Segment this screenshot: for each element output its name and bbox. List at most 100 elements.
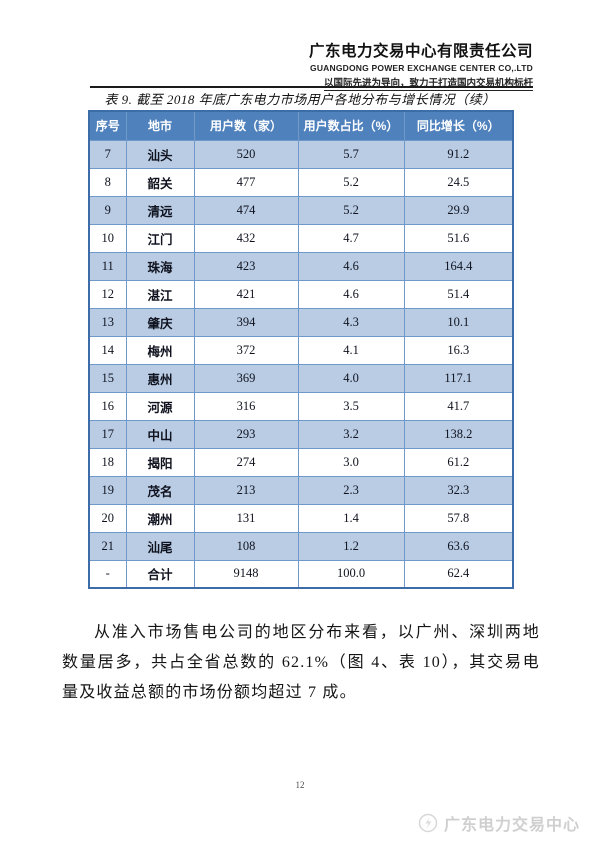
users-cell: 316 bbox=[193, 391, 299, 421]
city-cell: 茂名 bbox=[125, 475, 195, 505]
user-distribution-table: 序号 地市 用户数（家） 用户数占比（%） 同比增长（%） 7 汕头 520 5… bbox=[88, 110, 514, 589]
seq-cell: 17 bbox=[88, 419, 127, 449]
seq-cell: 9 bbox=[88, 195, 127, 225]
growth-cell: 63.6 bbox=[403, 531, 514, 561]
seq-cell: 12 bbox=[88, 279, 127, 309]
growth-cell: 51.6 bbox=[403, 223, 514, 253]
col-header-users: 用户数（家） bbox=[193, 110, 299, 141]
seq-cell: 15 bbox=[88, 363, 127, 393]
city-cell: 惠州 bbox=[125, 363, 195, 393]
seq-cell: 10 bbox=[88, 223, 127, 253]
city-cell: 中山 bbox=[125, 419, 195, 449]
share-cell: 4.6 bbox=[297, 279, 405, 309]
share-cell: 4.3 bbox=[297, 307, 405, 337]
growth-cell: 91.2 bbox=[403, 139, 514, 169]
table-header-row: 序号 地市 用户数（家） 用户数占比（%） 同比增长（%） bbox=[88, 110, 514, 141]
city-cell: 江门 bbox=[125, 223, 195, 253]
share-cell: 3.0 bbox=[297, 447, 405, 477]
table-row: 14 梅州 372 4.1 16.3 bbox=[88, 335, 514, 365]
city-cell: 肇庆 bbox=[125, 307, 195, 337]
col-header-seq: 序号 bbox=[88, 110, 127, 141]
users-cell: 213 bbox=[193, 475, 299, 505]
users-cell: 394 bbox=[193, 307, 299, 337]
share-cell: 5.2 bbox=[297, 167, 405, 197]
users-cell: 274 bbox=[193, 447, 299, 477]
city-cell: 珠海 bbox=[125, 251, 195, 281]
users-cell: 423 bbox=[193, 251, 299, 281]
users-cell: 9148 bbox=[193, 559, 299, 589]
table-title: 表 9. 截至 2018 年底广东电力市场用户各地分布与增长情况（续） bbox=[104, 92, 496, 107]
city-cell: 潮州 bbox=[125, 503, 195, 533]
growth-cell: 57.8 bbox=[403, 503, 514, 533]
share-cell: 4.7 bbox=[297, 223, 405, 253]
col-header-share: 用户数占比（%） bbox=[297, 110, 405, 141]
share-cell: 5.7 bbox=[297, 139, 405, 169]
watermark: 广东电力交易中心 bbox=[417, 811, 580, 835]
city-cell: 合计 bbox=[125, 559, 195, 589]
share-cell: 2.3 bbox=[297, 475, 405, 505]
city-cell: 河源 bbox=[125, 391, 195, 421]
share-cell: 4.1 bbox=[297, 335, 405, 365]
table-row: 18 揭阳 274 3.0 61.2 bbox=[88, 447, 514, 477]
growth-cell: 16.3 bbox=[403, 335, 514, 365]
col-header-growth: 同比增长（%） bbox=[403, 110, 514, 141]
seq-cell: 16 bbox=[88, 391, 127, 421]
growth-cell: 117.1 bbox=[403, 363, 514, 393]
users-cell: 474 bbox=[193, 195, 299, 225]
users-cell: 477 bbox=[193, 167, 299, 197]
seq-cell: 11 bbox=[88, 251, 127, 281]
seq-cell: 14 bbox=[88, 335, 127, 365]
table-row: - 合计 9148 100.0 62.4 bbox=[88, 559, 514, 589]
seq-cell: 19 bbox=[88, 475, 127, 505]
share-cell: 3.2 bbox=[297, 419, 405, 449]
city-cell: 湛江 bbox=[125, 279, 195, 309]
letterhead: 广东电力交易中心有限责任公司 GUANGDONG POWER EXCHANGE … bbox=[309, 39, 533, 91]
seq-cell: 7 bbox=[88, 139, 127, 169]
users-cell: 432 bbox=[193, 223, 299, 253]
header-rule bbox=[90, 86, 533, 88]
share-cell: 1.2 bbox=[297, 531, 405, 561]
table-row: 19 茂名 213 2.3 32.3 bbox=[88, 475, 514, 505]
share-cell: 4.0 bbox=[297, 363, 405, 393]
city-cell: 汕尾 bbox=[125, 531, 195, 561]
seq-cell: 18 bbox=[88, 447, 127, 477]
table-row: 15 惠州 369 4.0 117.1 bbox=[88, 363, 514, 393]
growth-cell: 138.2 bbox=[403, 419, 514, 449]
table-row: 10 江门 432 4.7 51.6 bbox=[88, 223, 514, 253]
city-cell: 揭阳 bbox=[125, 447, 195, 477]
table-row: 11 珠海 423 4.6 164.4 bbox=[88, 251, 514, 281]
city-cell: 韶关 bbox=[125, 167, 195, 197]
users-cell: 421 bbox=[193, 279, 299, 309]
growth-cell: 24.5 bbox=[403, 167, 514, 197]
city-cell: 梅州 bbox=[125, 335, 195, 365]
table-row: 8 韶关 477 5.2 24.5 bbox=[88, 167, 514, 197]
users-cell: 520 bbox=[193, 139, 299, 169]
growth-cell: 29.9 bbox=[403, 195, 514, 225]
table-row: 9 清远 474 5.2 29.9 bbox=[88, 195, 514, 225]
users-cell: 369 bbox=[193, 363, 299, 393]
city-cell: 清远 bbox=[125, 195, 195, 225]
growth-cell: 10.1 bbox=[403, 307, 514, 337]
users-cell: 372 bbox=[193, 335, 299, 365]
table-row: 20 潮州 131 1.4 57.8 bbox=[88, 503, 514, 533]
table-body: 7 汕头 520 5.7 91.2 8 韶关 477 5.2 24.5 9 清远… bbox=[88, 139, 514, 589]
table-row: 13 肇庆 394 4.3 10.1 bbox=[88, 307, 514, 337]
page-number: 12 bbox=[295, 780, 305, 790]
growth-cell: 32.3 bbox=[403, 475, 514, 505]
growth-cell: 41.7 bbox=[403, 391, 514, 421]
share-cell: 5.2 bbox=[297, 195, 405, 225]
company-tagline: 以国际先进为导向，致力于打造国内交易机构标杆 bbox=[323, 75, 533, 91]
growth-cell: 164.4 bbox=[403, 251, 514, 281]
seq-cell: 20 bbox=[88, 503, 127, 533]
table-row: 21 汕尾 108 1.2 63.6 bbox=[88, 531, 514, 561]
col-header-city: 地市 bbox=[125, 110, 195, 141]
seq-cell: 13 bbox=[88, 307, 127, 337]
city-cell: 汕头 bbox=[125, 139, 195, 169]
gepec-logo-icon bbox=[417, 812, 439, 834]
company-name-cn: 广东电力交易中心有限责任公司 bbox=[308, 43, 533, 60]
growth-cell: 51.4 bbox=[403, 279, 514, 309]
company-name-en: GUANGDONG POWER EXCHANGE CENTER CO,.LTD bbox=[310, 63, 533, 73]
table-row: 12 湛江 421 4.6 51.4 bbox=[88, 279, 514, 309]
share-cell: 4.6 bbox=[297, 251, 405, 281]
table-row: 17 中山 293 3.2 138.2 bbox=[88, 419, 514, 449]
